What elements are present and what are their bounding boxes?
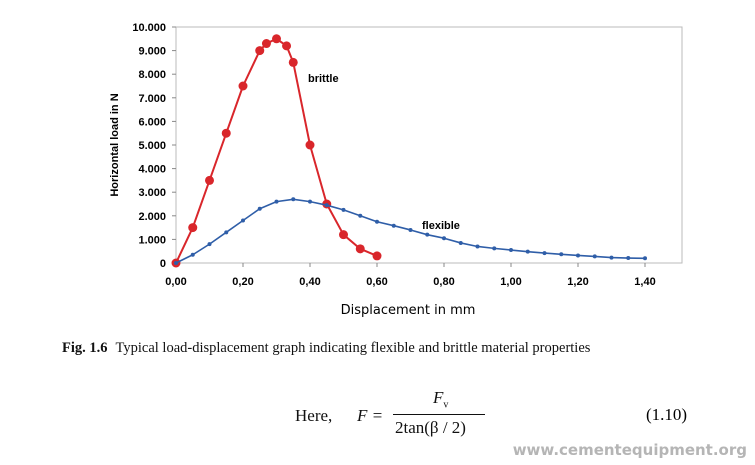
x-tick-label: 1,00 (500, 276, 521, 288)
flexible-point (643, 256, 647, 261)
flexible-point (257, 206, 262, 211)
y-tick-label: 7.000 (138, 93, 166, 105)
figure-caption: Fig. 1.6 Typical load-displacement graph … (62, 340, 590, 357)
brittle-point (261, 39, 271, 49)
eq-numerator: Fv (433, 388, 449, 411)
y-tick-label: 10.000 (132, 22, 166, 34)
flexible-point (324, 203, 329, 208)
x-tick-label: 0,40 (299, 276, 320, 288)
flexible-point (207, 242, 212, 247)
x-axis-label: Displacement in mm (341, 303, 476, 318)
brittle-point (255, 46, 265, 56)
eq-here: Here, (295, 406, 333, 425)
brittle-point (305, 140, 315, 150)
y-tick-label: 0 (160, 258, 166, 270)
brittle-point (188, 223, 198, 233)
flexible-point (576, 253, 580, 258)
flexible-point (609, 255, 614, 260)
flexible-point (592, 254, 597, 259)
y-axis-label: Horizontal load in N (109, 93, 121, 196)
eq-lhs: F = (357, 406, 384, 425)
brittle-point (282, 41, 292, 51)
brittle-point (272, 34, 281, 44)
flexible-point (190, 252, 195, 257)
flexible-point (626, 256, 631, 261)
flexible-point (458, 240, 463, 245)
flexible-point (174, 261, 178, 265)
flexible-point (525, 249, 530, 254)
y-tick-label: 3.000 (138, 187, 166, 199)
brittle-point (355, 244, 365, 254)
flexible-point (358, 213, 363, 218)
y-tick-label: 9.000 (138, 46, 166, 58)
flexible-point (442, 236, 446, 241)
label-brittle: brittle (308, 73, 339, 85)
flexible-point (408, 227, 413, 232)
x-tick-label: 0,60 (366, 276, 387, 288)
flexible-point (425, 232, 430, 237)
equation-number: (1.10) (646, 405, 688, 424)
brittle-point (205, 175, 214, 185)
caption-text: Typical load-displacement graph indicati… (115, 340, 591, 356)
brittle-point (372, 251, 382, 261)
flexible-point (492, 246, 497, 251)
x-tick-label: 1,40 (634, 276, 655, 288)
flexible-point (274, 199, 279, 204)
flexible-point (559, 252, 564, 257)
flexible-point (509, 248, 513, 253)
caption-label: Fig. 1.6 (62, 340, 108, 356)
x-tick-label: 1,20 (567, 276, 588, 288)
flexible-point (542, 251, 547, 256)
flexible-point (341, 207, 346, 212)
y-tick-label: 2.000 (138, 211, 166, 223)
load-displacement-chart: 0 1.000 2.000 3.000 4.000 5.000 6.000 7.000 8.00… (109, 22, 683, 318)
fraction-bar (393, 414, 485, 415)
flexible-point (308, 199, 312, 204)
flexible-point (291, 197, 296, 202)
flexible-point (224, 230, 229, 235)
flexible-point (475, 244, 480, 249)
brittle-point (238, 81, 248, 91)
watermark: www.cementequipment.org (512, 441, 747, 459)
y-tick-label: 4.000 (138, 164, 166, 176)
eq-denominator: 2tan(β / 2) (395, 418, 466, 437)
brittle-line (175, 37, 378, 264)
x-tick-label: 0,00 (165, 276, 186, 288)
x-tick-label: 0,80 (433, 276, 454, 288)
x-tick-label: 0,20 (232, 276, 253, 288)
brittle-point (288, 57, 298, 67)
y-tick-label: 5.000 (138, 140, 166, 152)
y-tick-label: 1.000 (138, 234, 166, 246)
label-flexible: flexible (422, 220, 460, 232)
flexible-point (391, 223, 396, 228)
y-tick-label: 8.000 (138, 69, 166, 81)
y-tick-label: 6.000 (138, 116, 166, 128)
flexible-point (375, 219, 379, 224)
brittle-point (339, 230, 348, 240)
brittle-point (221, 128, 231, 138)
flexible-point (241, 218, 245, 223)
